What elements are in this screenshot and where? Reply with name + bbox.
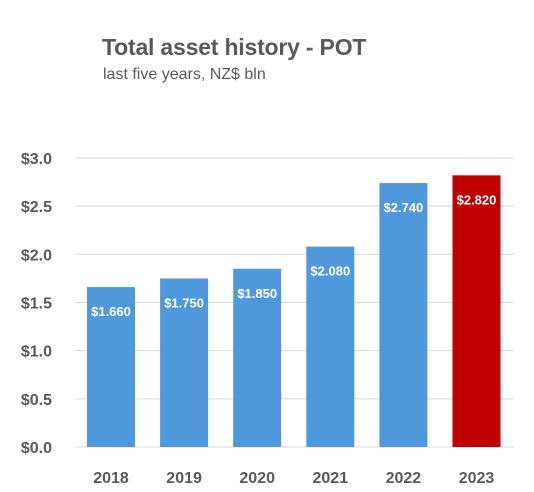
data-label: $1.850 [237,286,277,301]
bar-2023 [452,175,501,447]
y-tick-label: $2.5 [21,199,52,216]
x-tick-label: 2023 [459,470,495,487]
data-label: $2.080 [310,264,350,279]
data-label: $2.820 [457,192,497,207]
chart-subtitle: last five years, NZ$ bln [103,66,266,83]
y-tick-label: $2.0 [21,247,52,264]
x-tick-label: 2020 [239,470,275,487]
y-tick-label: $3.0 [21,151,52,168]
data-label: $2.740 [384,200,424,215]
data-label: $1.750 [164,295,204,310]
bar-2018 [87,287,135,447]
chart-title: Total asset history - POT [102,34,367,60]
bar-2021 [306,246,355,447]
y-tick-label: $0.0 [21,440,52,457]
bar-2022 [379,183,428,447]
x-tick-label: 2018 [93,470,129,487]
x-tick-label: 2022 [386,470,422,487]
data-label: $1.660 [91,304,131,319]
bar-2020 [233,268,282,447]
x-tick-label: 2019 [166,470,202,487]
y-tick-label: $1.0 [21,344,52,361]
y-tick-label: $0.5 [21,392,52,409]
bar-2019 [160,278,209,447]
y-tick-label: $1.5 [21,296,52,313]
x-tick-label: 2021 [313,470,349,487]
